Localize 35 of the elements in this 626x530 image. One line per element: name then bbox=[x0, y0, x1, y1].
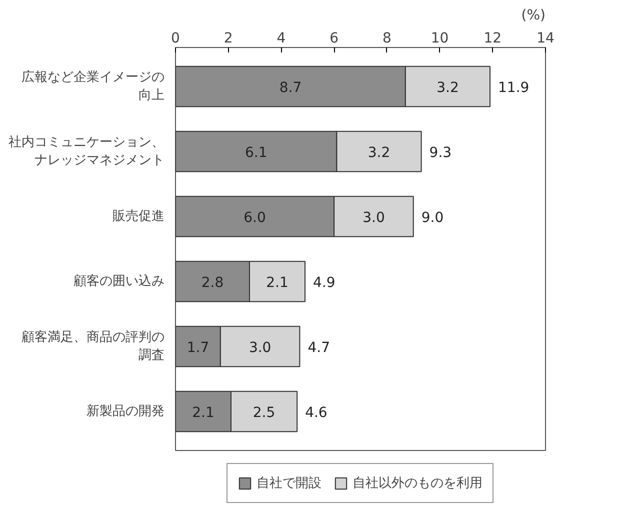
data-label: 2.1 bbox=[192, 405, 214, 421]
data-label: 3.0 bbox=[248, 340, 272, 356]
y-tick-label: 広報など企業イメージの向上 bbox=[22, 69, 164, 103]
y-tick-label: 新製品の開発 bbox=[86, 404, 164, 419]
y-tick-label: 顧客満足、商品の評判の調査 bbox=[22, 329, 164, 363]
data-label: 3.2 bbox=[436, 80, 459, 96]
x-tick-label: 2 bbox=[224, 30, 233, 46]
total-label: 4.6 bbox=[305, 405, 328, 421]
data-label: 2.1 bbox=[266, 275, 288, 291]
x-axis-title: (%) bbox=[521, 8, 546, 24]
data-label: 3.0 bbox=[362, 210, 385, 226]
y-tick-label: 販売促進 bbox=[112, 209, 164, 224]
data-label: 1.7 bbox=[186, 340, 210, 356]
data-label: 2.8 bbox=[201, 275, 224, 291]
x-tick-label: 6 bbox=[330, 30, 339, 46]
total-label: 4.9 bbox=[313, 275, 336, 291]
x-tick-label: 8 bbox=[382, 30, 392, 46]
legend-label: 自社以外のものを利用 bbox=[352, 474, 482, 492]
total-label: 9.0 bbox=[421, 210, 444, 226]
x-tick-label: 10 bbox=[430, 30, 449, 46]
data-label: 6.0 bbox=[244, 210, 266, 226]
data-label: 8.7 bbox=[279, 80, 302, 96]
data-label: 3.2 bbox=[368, 145, 390, 161]
total-label: 11.9 bbox=[498, 80, 530, 96]
data-label: 6.1 bbox=[244, 145, 268, 161]
y-tick-label: 顧客の囲い込み bbox=[74, 273, 164, 289]
x-tick-label: 4 bbox=[276, 30, 286, 46]
legend-label: 自社で開設 bbox=[256, 474, 322, 492]
data-label: 2.5 bbox=[252, 405, 276, 421]
x-tick-label: 14 bbox=[536, 30, 554, 46]
x-tick-label: 0 bbox=[171, 30, 180, 46]
total-label: 9.3 bbox=[429, 145, 452, 161]
y-tick-label: 社内コミュニケーション、ナレッジマネジメント bbox=[8, 135, 164, 168]
x-tick-label: 12 bbox=[484, 30, 502, 46]
total-label: 4.7 bbox=[308, 340, 330, 356]
